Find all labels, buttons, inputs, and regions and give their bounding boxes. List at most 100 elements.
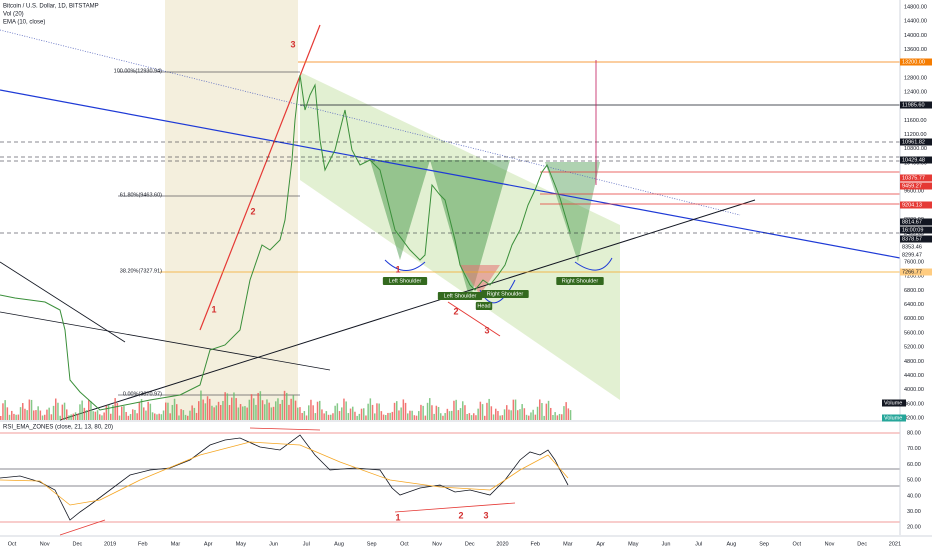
volume-bar [464, 405, 466, 420]
volume-bar [226, 393, 229, 420]
volume-bar [8, 414, 11, 420]
wave-label: 3 [483, 510, 488, 520]
volume-bar [178, 415, 180, 420]
volume-bar [59, 415, 61, 420]
price-label: Volume [884, 415, 902, 421]
time-tick-label: Oct [793, 541, 802, 547]
volume-bar [253, 398, 255, 420]
time-tick-label: May [236, 541, 247, 547]
volume-bar [257, 392, 259, 420]
volume-bar [118, 415, 121, 420]
volume-bar [88, 400, 90, 420]
volume-bar [490, 406, 493, 420]
volume-bar [191, 405, 193, 420]
rsi-tick-label: 20.00 [907, 525, 921, 531]
volume-bar [37, 406, 39, 420]
time-tick-label: Nov [825, 541, 835, 547]
volume-bar [132, 409, 134, 420]
volume-bar [79, 404, 81, 420]
volume-bar [492, 414, 495, 420]
volume-bar [52, 405, 55, 420]
volume-bar [336, 403, 339, 420]
wave-label: 2 [250, 206, 255, 216]
volume-bar [11, 410, 13, 420]
volume-bar [486, 402, 488, 420]
time-tick-label: 2020 [496, 541, 508, 547]
volume-bar [530, 412, 532, 420]
volume-bar [407, 413, 409, 420]
rsi-tick-label: 30.00 [907, 509, 921, 515]
time-tick-label: Oct [8, 541, 17, 547]
volume-bar [268, 402, 270, 420]
volume-bar [525, 414, 528, 420]
time-tick-label: Jul [303, 541, 310, 547]
volume-bar [349, 408, 352, 420]
time-tick-label: Jul [695, 541, 702, 547]
price-label: 8353.46 [902, 244, 922, 250]
fib-label: 38.20%(7327.91) [120, 268, 162, 274]
pattern-label-box [437, 292, 483, 300]
volume-bar [41, 415, 44, 420]
price-label-box [882, 399, 906, 407]
wave-label: 1 [211, 304, 216, 314]
volume-bar [61, 404, 64, 420]
price-tick-label: 14800.00 [904, 4, 927, 10]
volume-bar [55, 398, 57, 420]
volume-bar [204, 403, 207, 420]
rsi-tick-label: 60.00 [907, 462, 921, 468]
divergence-line [59, 519, 106, 536]
pattern-label: Right Shoulder [487, 291, 524, 297]
volume-bar [94, 411, 97, 420]
time-tick-label: Nov [40, 541, 50, 547]
price-tick-label: 7600.00 [904, 260, 924, 266]
volume-bar [290, 398, 292, 420]
volume-bar [466, 414, 468, 420]
volume-bar [484, 415, 486, 420]
volume-bar [272, 406, 275, 420]
volume-bar [195, 412, 198, 420]
rsi-tick-label: 80.00 [907, 430, 921, 436]
volume-bar [19, 407, 22, 420]
wave-label: 2 [453, 306, 458, 316]
volume-bar [512, 399, 515, 420]
time-tick-label: Mar [563, 541, 573, 547]
rsi-ema [0, 441, 569, 506]
triangle [430, 160, 510, 300]
volume-bar [22, 403, 24, 420]
time-tick-label: Jun [662, 541, 671, 547]
legend: Bitcoin / U.S. Dollar, 1D, BITSTAMP Vol … [3, 4, 113, 431]
volume-bar [158, 413, 160, 420]
volume-bar [261, 400, 264, 420]
volume-bar [250, 394, 253, 420]
volume-bar [356, 415, 358, 420]
volume-bar [105, 405, 108, 420]
volume-bar [321, 409, 323, 420]
volume-bar [283, 390, 286, 420]
volume-bar [550, 407, 552, 420]
volume-bar [266, 399, 268, 420]
pattern-label: Head [477, 303, 490, 309]
pattern-label: Left Shoulder [444, 293, 477, 299]
price-label-box [900, 174, 932, 182]
price-label: 7266.77 [902, 269, 922, 275]
price-label-box [900, 138, 932, 146]
volume-bar [393, 402, 396, 420]
time-tick-label: Jun [269, 541, 278, 547]
price-label: Volume [884, 400, 902, 406]
shoulder-arc [574, 257, 613, 271]
volume-bar [347, 413, 350, 420]
volume-bar [341, 407, 343, 420]
volume-bar [532, 409, 534, 420]
wave-label: 3 [290, 39, 295, 49]
volume-bar [101, 415, 103, 420]
volume-bar [457, 410, 460, 420]
time-tick-label: May [628, 541, 639, 547]
volume-bar [299, 407, 301, 420]
time-tick-label: Aug [727, 541, 737, 547]
price-tick-label: 6800.00 [904, 288, 924, 294]
volume-bar [202, 399, 204, 420]
volume-bar [536, 406, 539, 420]
volume-bar [470, 415, 473, 420]
